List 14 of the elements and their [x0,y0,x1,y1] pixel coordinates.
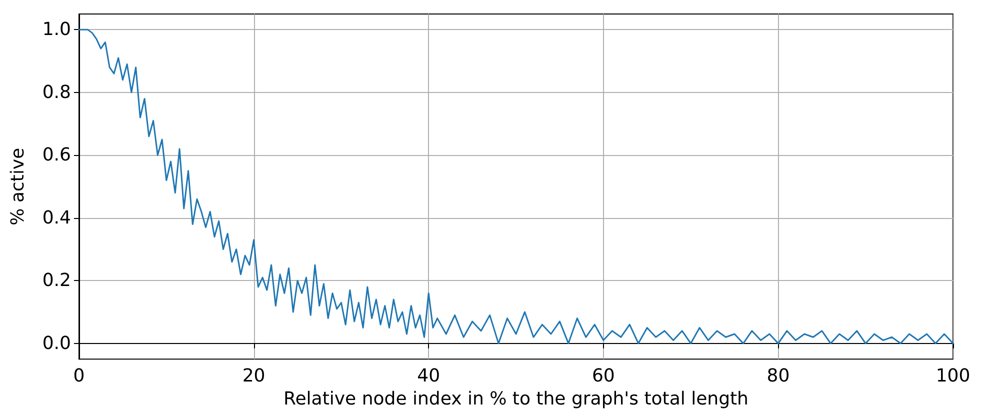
y-tick-label: 0.6 [42,144,71,166]
y-tick-label: 0.2 [42,270,71,292]
x-tick-label: 40 [417,366,440,387]
x-tick-label: 0 [73,366,85,387]
y-tick-label: 1.0 [42,19,71,40]
x-tick-label: 20 [242,366,266,387]
y-tick-label: 0.0 [42,332,71,354]
y-tick-label: 0.8 [42,82,71,103]
y-tick-label: 0.4 [42,207,71,228]
x-tick-label: 60 [592,366,615,387]
x-tick-label: 100 [936,366,970,387]
x-axis-title: Relative node index in % to the graph's total length [284,388,748,410]
y-axis-title: % active [8,148,28,226]
x-tick-label: 80 [766,366,790,387]
